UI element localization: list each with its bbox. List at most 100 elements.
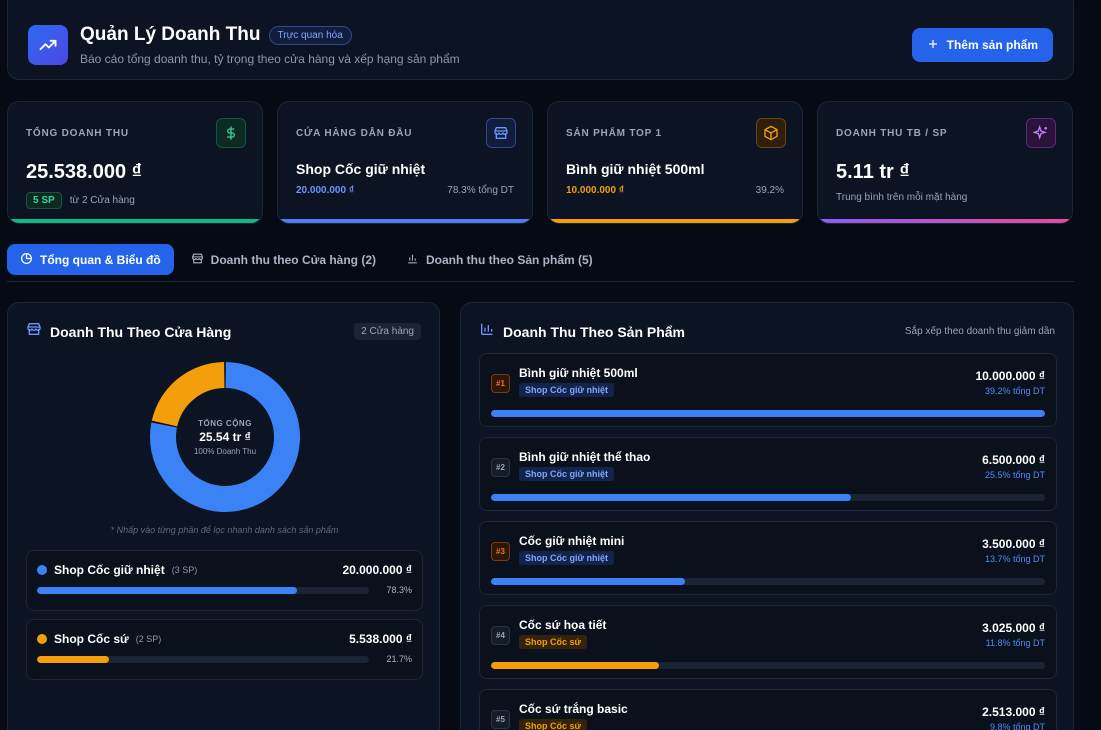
product-share: 9.8% tổng DT bbox=[989, 722, 1045, 730]
stat-note: 39.2% bbox=[755, 185, 784, 196]
store-share-track bbox=[37, 586, 369, 594]
product-name: Bình giữ nhiệt 500ml bbox=[519, 366, 638, 380]
store-share-fill bbox=[37, 586, 297, 594]
sparkle-icon bbox=[1026, 118, 1056, 148]
store-row[interactable]: Shop Cốc sứ (2 SP) 5.538.000 ₫ 21.7% bbox=[26, 619, 423, 680]
tab-label: Doanh thu theo Sản phẩm (5) bbox=[426, 252, 593, 267]
bar-chart-icon bbox=[406, 252, 419, 268]
donut-slice-2[interactable] bbox=[151, 362, 226, 427]
product-bar-track bbox=[491, 410, 1045, 417]
stat-accent-bar bbox=[8, 219, 262, 223]
store-share-pct: 21.7% bbox=[386, 654, 412, 664]
store-icon bbox=[191, 252, 204, 268]
product-store-tag: Shop Cốc sứ bbox=[519, 719, 588, 730]
stat-note: Trung bình trên mỗi mặt hàng bbox=[836, 192, 968, 203]
product-row[interactable]: #3 Cốc giữ nhiệt mini Shop Cốc giữ nhiệt… bbox=[479, 521, 1057, 595]
donut-total-sub: 100% Doanh Thu bbox=[193, 446, 257, 456]
product-bar-fill bbox=[491, 578, 685, 585]
product-bar-fill bbox=[491, 662, 659, 669]
product-bar-fill bbox=[491, 494, 852, 501]
rank-badge: #5 bbox=[491, 710, 510, 729]
donut-hint: * Nhấp vào từng phần để lọc nhanh danh s… bbox=[110, 525, 339, 535]
sort-note: Sắp xếp theo doanh thu giảm dần bbox=[904, 326, 1055, 337]
tab-revenue-by-product[interactable]: Doanh thu theo Sản phẩm (5) bbox=[393, 244, 606, 275]
product-store-tag: Shop Cốc giữ nhiệt bbox=[519, 551, 615, 565]
product-revenue: 6.500.000 ₫ bbox=[982, 453, 1045, 467]
stat-value: Shop Cốc giữ nhiệt bbox=[296, 161, 426, 177]
product-row[interactable]: #4 Cốc sứ họa tiết Shop Cốc sứ 3.025.000… bbox=[479, 605, 1057, 679]
product-revenue: 2.513.000 ₫ bbox=[982, 705, 1045, 719]
store-revenue: 5.538.000 ₫ bbox=[349, 632, 412, 646]
add-product-label: Thêm sản phẩm bbox=[946, 38, 1038, 52]
stat-value: 5.11 tr ₫ bbox=[836, 161, 910, 183]
store-share-pct: 78.3% bbox=[386, 585, 412, 595]
product-row[interactable]: #2 Bình giữ nhiệt thể thao Shop Cốc giữ … bbox=[479, 437, 1057, 511]
donut-total-value: 25.54 tr ₫ bbox=[199, 429, 251, 444]
rank-badge: #2 bbox=[491, 458, 510, 477]
stat-value: 25.538.000 ₫ bbox=[26, 161, 142, 183]
page-header: Quản Lý Doanh Thu Trực quan hóa Báo cáo … bbox=[7, 0, 1074, 80]
store-revenue-panel: Doanh Thu Theo Cửa Hàng 2 Cửa hàng TỔNG … bbox=[7, 302, 440, 730]
product-bar-track bbox=[491, 494, 1045, 501]
product-revenue-panel: Doanh Thu Theo Sản Phẩm Sắp xếp theo doa… bbox=[460, 302, 1074, 730]
tab-revenue-by-store[interactable]: Doanh thu theo Cửa hàng (2) bbox=[178, 244, 389, 275]
stat-value: Bình giữ nhiệt 500ml bbox=[566, 161, 705, 177]
pie-icon bbox=[20, 252, 33, 268]
rank-badge: #4 bbox=[491, 626, 510, 645]
product-bar-fill bbox=[491, 410, 1045, 417]
stat-accent-bar bbox=[818, 219, 1072, 223]
store-name: Shop Cốc giữ nhiệt bbox=[54, 563, 165, 577]
product-revenue: 10.000.000 ₫ bbox=[975, 369, 1045, 383]
dollar-icon bbox=[216, 118, 246, 148]
stat-total-revenue: TỔNG DOANH THU 25.538.000 ₫ 5 SP từ 2 Cử… bbox=[7, 101, 263, 224]
tab-label: Tổng quan & Biểu đồ bbox=[40, 252, 161, 267]
product-bar-track bbox=[491, 578, 1045, 585]
stat-label: DOANH THU TB / SP bbox=[836, 128, 948, 139]
plus-icon bbox=[927, 38, 939, 53]
donut-slice-1[interactable] bbox=[150, 362, 300, 512]
store-donut-chart: TỔNG CỘNG 25.54 tr ₫ 100% Doanh Thu bbox=[148, 360, 302, 514]
stat-accent-bar bbox=[278, 219, 532, 223]
stat-top-product: SẢN PHẨM TOP 1 Bình giữ nhiệt 500ml 10.0… bbox=[547, 101, 803, 224]
stat-top-store: CỬA HÀNG DẪN ĐẦU Shop Cốc giữ nhiệt 20.0… bbox=[277, 101, 533, 224]
rank-badge: #1 bbox=[491, 374, 510, 393]
tab-overview[interactable]: Tổng quan & Biểu đồ bbox=[7, 244, 174, 275]
tabs-divider bbox=[7, 281, 1074, 282]
donut-total-label: TỔNG CỘNG bbox=[198, 418, 252, 428]
product-revenue: 3.025.000 ₫ bbox=[982, 621, 1045, 635]
stat-label: TỔNG DOANH THU bbox=[26, 128, 129, 139]
box-icon bbox=[756, 118, 786, 148]
product-name: Cốc sứ họa tiết bbox=[519, 618, 607, 632]
product-share: 39.2% tổng DT bbox=[984, 386, 1045, 396]
panel-title: Doanh Thu Theo Sản Phẩm bbox=[503, 323, 686, 340]
store-row[interactable]: Shop Cốc giữ nhiệt (3 SP) 20.000.000 ₫ 7… bbox=[26, 550, 423, 611]
stat-accent-bar bbox=[548, 219, 802, 223]
store-product-count: (3 SP) bbox=[171, 565, 198, 575]
add-product-button[interactable]: Thêm sản phẩm bbox=[911, 28, 1053, 62]
product-row[interactable]: #1 Bình giữ nhiệt 500ml Shop Cốc giữ nhi… bbox=[479, 353, 1057, 427]
product-store-tag: Shop Cốc giữ nhiệt bbox=[519, 383, 615, 397]
store-share-fill bbox=[37, 655, 110, 663]
page-title: Quản Lý Doanh Thu bbox=[80, 24, 261, 45]
product-share: 25.5% tổng DT bbox=[984, 470, 1045, 480]
product-share: 13.7% tổng DT bbox=[984, 554, 1045, 564]
product-name: Bình giữ nhiệt thể thao bbox=[519, 450, 651, 464]
trending-up-icon bbox=[28, 25, 68, 65]
product-revenue: 3.500.000 ₫ bbox=[982, 537, 1045, 551]
store-revenue: 20.000.000 ₫ bbox=[342, 563, 412, 577]
tab-bar: Tổng quan & Biểu đồ Doanh thu theo Cửa h… bbox=[7, 244, 606, 275]
stat-amount: 10.000.000 ₫ bbox=[566, 185, 624, 196]
stat-label: SẢN PHẨM TOP 1 bbox=[566, 128, 662, 139]
store-color-dot bbox=[37, 565, 47, 575]
store-share-track bbox=[37, 655, 369, 663]
store-product-count: (2 SP) bbox=[135, 634, 162, 644]
store-icon bbox=[26, 321, 42, 342]
stat-label: CỬA HÀNG DẪN ĐẦU bbox=[296, 128, 413, 139]
product-count-chip: 5 SP bbox=[26, 192, 62, 209]
store-count-chip: 2 Cửa hàng bbox=[354, 323, 421, 340]
panel-title: Doanh Thu Theo Cửa Hàng bbox=[50, 323, 232, 340]
store-name: Shop Cốc sứ bbox=[54, 632, 129, 646]
product-name: Cốc giữ nhiệt mini bbox=[519, 534, 625, 548]
product-share: 11.8% tổng DT bbox=[985, 638, 1045, 648]
product-row[interactable]: #5 Cốc sứ trắng basic Shop Cốc sứ 2.513.… bbox=[479, 689, 1057, 730]
